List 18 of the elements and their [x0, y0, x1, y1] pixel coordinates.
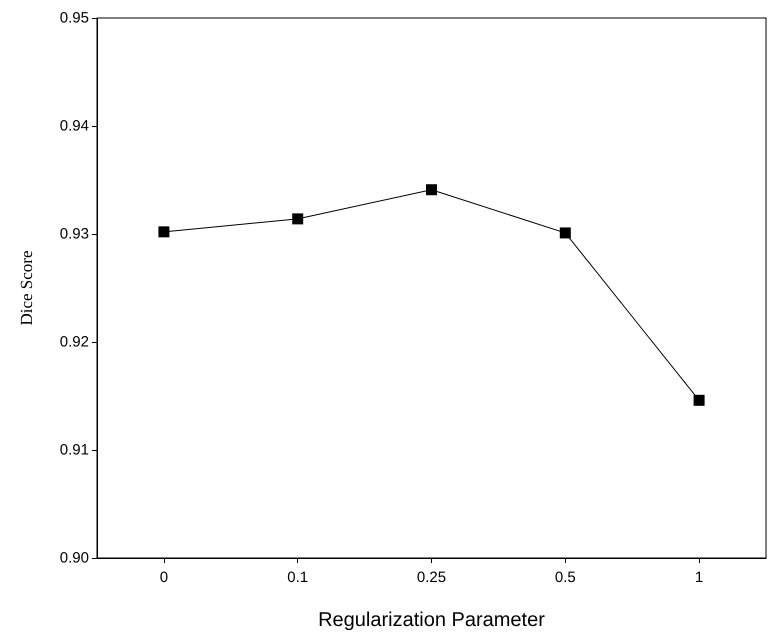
y-tick-label: 0.90 — [60, 550, 89, 566]
point — [292, 213, 304, 224]
point — [560, 227, 571, 238]
point — [158, 226, 170, 238]
y-tick-label: 0.95 — [60, 10, 89, 26]
x-tick-label: 0 — [160, 569, 168, 586]
x-tick-label: 0.1 — [287, 569, 308, 586]
x-tick-label: 1 — [694, 569, 704, 586]
y-axis-title: Dice Score — [17, 250, 36, 326]
y-tick-label: 0.93 — [60, 226, 89, 242]
y-tick-label: 0.91 — [60, 442, 89, 458]
x-tick-label: 0.25 — [416, 569, 446, 586]
x-axis-title: Regularization Parameter — [318, 609, 546, 631]
y-tick-label: 0.94 — [60, 118, 89, 134]
point — [426, 184, 437, 196]
x-tick-label: 0.5 — [554, 569, 576, 586]
point — [694, 394, 705, 406]
y-tick-label: 0.92 — [60, 334, 89, 350]
